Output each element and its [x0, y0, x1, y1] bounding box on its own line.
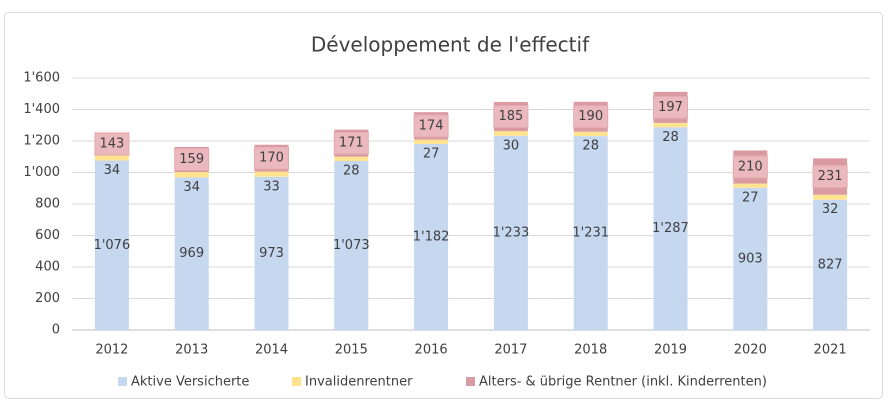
x-tick-label: 2021 — [814, 343, 847, 358]
data-label: 28 — [343, 164, 360, 179]
data-label: 159 — [179, 152, 204, 167]
bar-segment — [174, 177, 209, 330]
legend-label: Invalidenrentner — [305, 375, 413, 390]
data-label: 903 — [738, 251, 763, 266]
y-tick-label: 1'600 — [23, 71, 60, 86]
y-tick-label: 1'000 — [23, 165, 60, 180]
bar-segment — [733, 183, 768, 188]
data-label: 34 — [183, 180, 200, 195]
data-label: 28 — [582, 139, 599, 154]
bar-segment — [493, 131, 528, 136]
data-label-box — [333, 131, 369, 155]
bar-segment — [653, 127, 688, 330]
data-label: 30 — [503, 138, 520, 153]
bar-segment — [493, 135, 528, 330]
x-tick-label: 2017 — [494, 343, 527, 358]
data-label: 1'287 — [652, 221, 689, 236]
x-tick-label: 2016 — [415, 343, 448, 358]
legend-label: Alters- & übrige Rentner (inkl. Kinderre… — [479, 375, 767, 390]
data-label-box — [812, 165, 848, 189]
bar-segment — [94, 160, 129, 330]
legend-swatch — [118, 377, 127, 386]
data-label: 185 — [498, 109, 523, 124]
data-label: 197 — [658, 100, 683, 115]
x-tick-label: 2019 — [654, 343, 687, 358]
data-label: 1'076 — [94, 238, 131, 253]
x-tick-label: 2012 — [95, 343, 128, 358]
data-label-box — [174, 148, 210, 172]
x-tick-label: 2020 — [734, 343, 767, 358]
data-label: 969 — [179, 246, 204, 261]
y-tick-label: 0 — [52, 323, 60, 338]
bar-segment — [414, 143, 449, 330]
data-label-box — [493, 105, 529, 129]
y-tick-label: 400 — [35, 260, 60, 275]
data-label-box — [653, 95, 688, 119]
data-label-box — [254, 146, 289, 170]
data-label: 210 — [738, 159, 763, 174]
y-tick-label: 1'400 — [23, 102, 60, 117]
data-label-box — [94, 132, 130, 156]
bar-segment — [414, 139, 449, 144]
data-label: 27 — [742, 190, 759, 205]
bar-segment — [573, 136, 608, 330]
bar-segment — [813, 194, 848, 200]
data-label: 33 — [263, 179, 280, 194]
chart-title: Développement de l'effectif — [311, 33, 590, 57]
y-tick-label: 600 — [35, 228, 60, 243]
data-label: 1'073 — [333, 238, 370, 253]
bar-segment — [653, 122, 688, 128]
bar-segment — [254, 171, 289, 177]
data-label: 143 — [99, 136, 124, 151]
bar-segment — [334, 161, 369, 330]
x-tick-label: 2015 — [335, 343, 368, 358]
legend-swatch — [292, 377, 301, 386]
x-tick-label: 2013 — [175, 343, 208, 358]
data-label: 827 — [818, 257, 843, 272]
data-label: 174 — [419, 118, 444, 133]
data-label-box — [732, 155, 768, 179]
data-label: 1'231 — [572, 226, 609, 241]
data-label: 28 — [662, 130, 679, 145]
data-label-box — [573, 105, 609, 129]
y-tick-label: 800 — [35, 197, 60, 212]
data-label: 34 — [104, 163, 121, 178]
bar-segment — [813, 199, 848, 330]
data-label-box — [413, 114, 449, 138]
bar-segment — [94, 155, 129, 161]
x-tick-label: 2018 — [574, 343, 607, 358]
bar-segment — [573, 131, 608, 137]
data-label: 231 — [818, 169, 843, 184]
legend-label: Aktive Versicherte — [131, 375, 249, 390]
data-label: 171 — [339, 136, 364, 151]
data-label: 973 — [259, 246, 284, 261]
bar-segment — [733, 187, 768, 330]
data-label: 190 — [578, 109, 603, 124]
y-tick-label: 1'200 — [23, 134, 60, 149]
data-label: 1'233 — [493, 225, 530, 240]
data-label: 32 — [822, 202, 839, 217]
bar-segment — [174, 172, 209, 178]
x-tick-label: 2014 — [255, 343, 288, 358]
bar-segment — [334, 156, 369, 162]
data-label: 27 — [423, 146, 440, 161]
data-label: 1'182 — [413, 229, 450, 244]
y-tick-label: 200 — [35, 291, 60, 306]
legend-swatch — [466, 377, 475, 386]
data-label: 170 — [259, 151, 284, 166]
bar-segment — [254, 176, 289, 330]
